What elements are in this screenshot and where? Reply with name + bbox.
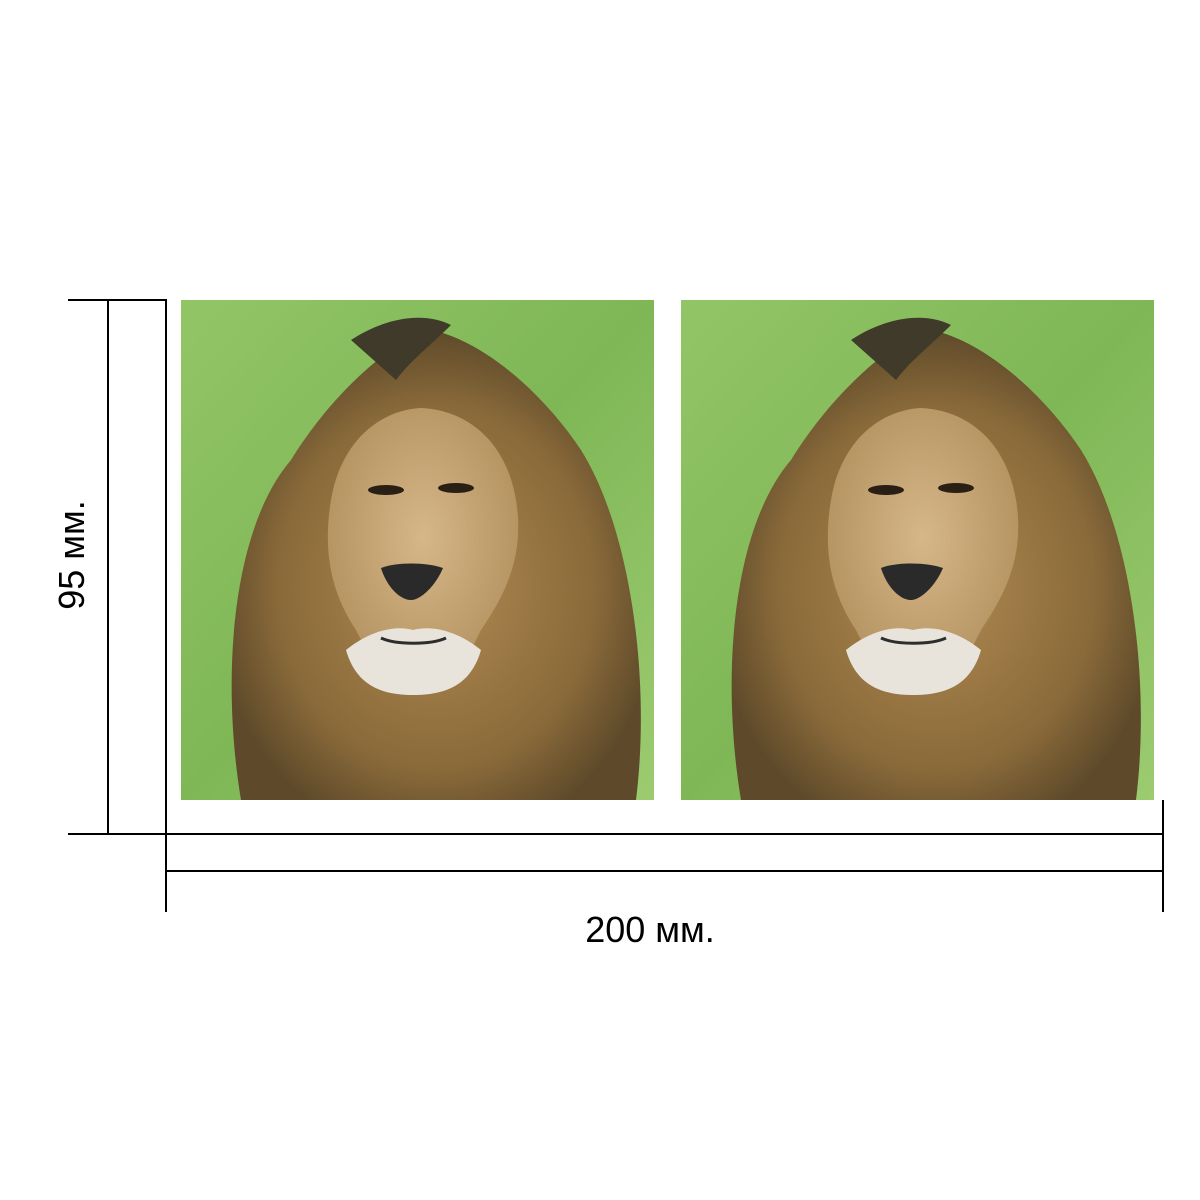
lion-portrait-image: [181, 300, 654, 800]
lion-portrait-image: [681, 300, 1154, 800]
width-tick-left: [165, 800, 167, 912]
lion-panel-right: [681, 300, 1154, 800]
height-tick-top: [68, 299, 166, 301]
height-line-inner: [165, 299, 167, 835]
width-line-upper: [165, 833, 1164, 835]
height-label: 95 мм.: [51, 500, 92, 610]
width-label: 200 мм.: [585, 909, 715, 950]
height-line-outer: [107, 299, 109, 835]
width-tick-right: [1162, 800, 1164, 912]
height-tick-bottom: [68, 833, 166, 835]
width-line-lower: [165, 870, 1164, 872]
lion-panel-left: [181, 300, 654, 800]
